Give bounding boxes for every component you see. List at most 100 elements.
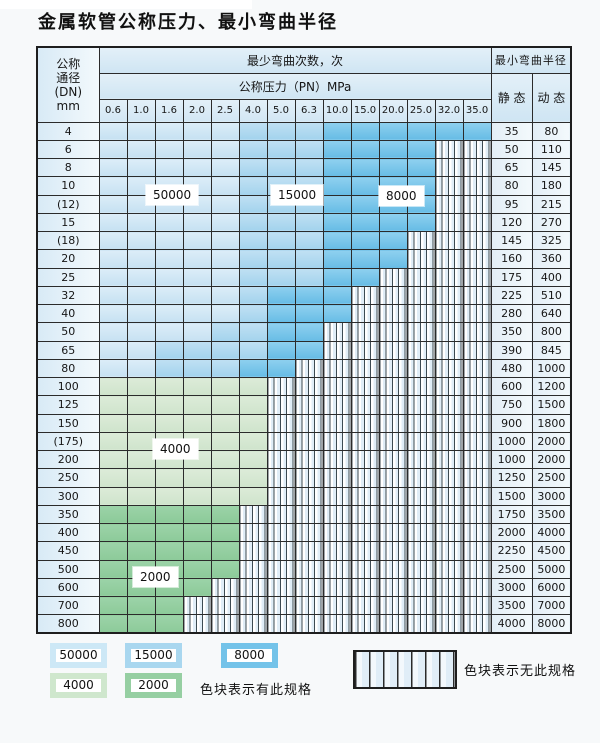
spec-cell xyxy=(182,322,212,342)
no-spec-cell xyxy=(434,322,464,342)
no-spec-cell xyxy=(406,340,436,360)
static-radius-cell: 1750 xyxy=(490,504,533,525)
spec-cell xyxy=(294,157,324,178)
spec-cell xyxy=(294,340,324,360)
dynamic-radius-cell: 2000 xyxy=(531,431,572,452)
dynamic-radius-cell: 510 xyxy=(531,285,572,306)
spec-cell xyxy=(182,303,212,324)
no-spec-cell xyxy=(406,559,436,579)
spec-cell xyxy=(210,157,240,178)
static-radius-cell: 3500 xyxy=(490,595,533,616)
no-spec-cell xyxy=(434,340,464,360)
no-spec-cell xyxy=(322,504,352,525)
no-spec-cell xyxy=(238,541,268,561)
table-row: 250 1250 2500 xyxy=(36,468,572,488)
spec-cell xyxy=(210,376,240,397)
no-spec-cell xyxy=(462,395,492,415)
no-spec-cell xyxy=(294,431,324,452)
dn-cell: 32 xyxy=(36,285,100,306)
spec-cell xyxy=(210,322,240,342)
spec-cell xyxy=(210,541,240,561)
dn-cell: 8 xyxy=(36,157,100,178)
spec-cell xyxy=(210,267,240,287)
spec-cell xyxy=(322,176,352,196)
spec-cell xyxy=(266,212,296,233)
no-spec-cell xyxy=(322,340,352,360)
legend-no-spec-swatch xyxy=(353,650,457,689)
static-radius-cell: 1250 xyxy=(490,468,533,488)
no-spec-cell xyxy=(462,212,492,233)
table-row: 200 1000 2000 xyxy=(36,449,572,470)
no-spec-cell xyxy=(462,285,492,306)
spec-cell xyxy=(154,541,184,561)
spec-cell xyxy=(182,486,212,506)
table-row: 15 120 270 xyxy=(36,212,572,233)
no-spec-cell xyxy=(378,285,408,306)
no-spec-cell xyxy=(434,194,464,214)
spec-cell xyxy=(126,431,156,452)
no-spec-cell xyxy=(406,449,436,470)
spec-cell xyxy=(238,267,268,287)
pressure-value-header: 4.0 xyxy=(238,98,268,123)
no-spec-cell xyxy=(462,431,492,452)
dn-cell: 200 xyxy=(36,449,100,470)
spec-cell xyxy=(154,595,184,616)
no-spec-cell xyxy=(378,504,408,525)
no-spec-cell xyxy=(462,486,492,506)
spec-cell xyxy=(266,249,296,269)
spec-cell xyxy=(238,285,268,306)
no-spec-cell xyxy=(322,595,352,616)
no-spec-cell xyxy=(434,267,464,287)
spec-cell xyxy=(210,176,240,196)
dynamic-radius-cell: 110 xyxy=(531,139,572,160)
scan-artifact-strip xyxy=(0,0,252,9)
no-spec-cell xyxy=(350,285,380,306)
no-spec-cell xyxy=(378,577,408,598)
dynamic-radius-cell: 400 xyxy=(531,267,572,287)
spec-cell xyxy=(126,194,156,214)
no-spec-cell xyxy=(350,595,380,616)
no-spec-cell xyxy=(434,522,464,543)
table-row: 25 175 400 xyxy=(36,267,572,287)
no-spec-cell xyxy=(406,249,436,269)
spec-cell xyxy=(378,230,408,251)
spec-cell xyxy=(294,303,324,324)
no-spec-cell xyxy=(322,614,352,634)
no-spec-cell xyxy=(378,541,408,561)
no-spec-cell xyxy=(462,267,492,287)
spec-cell xyxy=(210,431,240,452)
no-spec-cell xyxy=(462,230,492,251)
no-spec-cell xyxy=(266,376,296,397)
no-spec-cell xyxy=(238,595,268,616)
no-spec-cell xyxy=(266,595,296,616)
no-spec-cell xyxy=(294,358,324,379)
spec-cell xyxy=(210,413,240,433)
static-radius-cell: 480 xyxy=(490,358,533,379)
dn-header-line: 公称 xyxy=(56,56,81,71)
no-spec-cell xyxy=(378,614,408,634)
no-spec-cell xyxy=(462,176,492,196)
spec-cell xyxy=(182,121,212,141)
spec-cell xyxy=(182,541,212,561)
spec-cell xyxy=(210,559,240,579)
no-spec-cell xyxy=(294,504,324,525)
static-radius-cell: 80 xyxy=(490,176,533,196)
table-row: 4 35 80 xyxy=(36,121,572,141)
spec-cell xyxy=(98,285,128,306)
zone-cycle-label: 50000 xyxy=(146,185,199,205)
spec-cell xyxy=(350,139,380,160)
spec-cell xyxy=(154,486,184,506)
spec-cell xyxy=(154,376,184,397)
spec-cell xyxy=(294,121,324,141)
spec-cell xyxy=(126,595,156,616)
table-row: 20 160 360 xyxy=(36,249,572,269)
no-spec-cell xyxy=(406,303,436,324)
spec-cell xyxy=(266,139,296,160)
no-spec-cell xyxy=(182,595,212,616)
spec-cell xyxy=(294,267,324,287)
dn-cell: 50 xyxy=(36,322,100,342)
page-title: 金属软管公称压力、最小弯曲半径 xyxy=(38,12,338,33)
static-radius-cell: 1000 xyxy=(490,449,533,470)
table-row: 8 65 145 xyxy=(36,157,572,178)
no-spec-cell xyxy=(406,468,436,488)
